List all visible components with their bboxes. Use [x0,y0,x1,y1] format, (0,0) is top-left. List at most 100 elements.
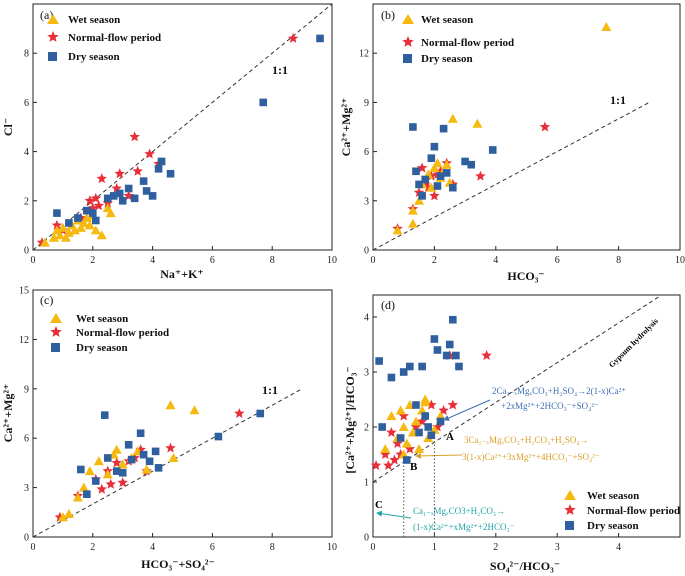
wet-point [111,444,122,454]
legend-dry-label: Dry season [68,51,120,63]
wet-point [90,225,101,235]
panel-a-ylabel: Cl⁻ [1,118,15,136]
dry-point [127,455,136,464]
point-a-label: A [446,431,454,443]
dry-point [442,351,451,360]
x-tick-label: 0 [371,255,376,266]
y-tick-label: 4 [364,313,369,324]
legend-wet-label: Wet season [68,14,120,26]
panel-c-xlabel: HCO₃⁻+SO₄²⁻ [141,557,215,571]
panel-d-label: (d) [381,298,395,312]
dry-point [139,177,148,185]
dry-point [91,216,100,225]
eq2-line1: 3Ca₁₋ₓMgₓCO₃+H₂CO₃+H₂SO₄→ [464,435,588,445]
panel-c: (c) 1:1 HCO₃⁻+SO₄²⁻ Ca²⁺+Mg²⁺ Wet season… [1,289,333,571]
dry-point [124,440,133,449]
dry-point [418,362,426,371]
wet-point [432,158,443,168]
wet-point [395,405,406,415]
eq2-arrow [415,452,463,459]
normal-point [96,483,107,494]
dry-point [89,209,97,217]
legend-normal-marker [564,504,576,515]
panel-d-ylabel: [Ca²⁺+Mg²⁺]/HCO₃⁻ [343,366,357,473]
panel-d-frame [372,294,681,538]
legend-normal-marker [47,31,59,42]
x-tick-label: 10 [327,255,337,266]
legend-dry-marker [565,521,574,530]
wet-point [414,444,425,453]
panel-c-frame [32,289,333,538]
dry-point [157,157,166,166]
legend-dry-label: Dry season [76,342,128,354]
panel-a-xlabel: Na⁺+K⁺ [160,267,204,281]
y-tick-label: 12 [19,335,29,346]
dry-point [259,98,268,107]
dry-point [124,184,133,193]
dry-point [452,351,460,360]
panel-a: (a) 1:1 Na⁺+K⁺ Cl⁻ Wet season Normal-flo… [1,3,333,281]
dry-point [154,165,163,173]
wet-point [63,227,74,237]
wet-point [54,230,65,240]
wet-point [407,218,418,228]
dry-point [418,192,426,200]
dry-point [103,194,112,203]
panel-a-plot: 0 2 4 6 8 10 0 2 4 6 8 [24,3,337,266]
panel-d-plot: 0 1 2 3 4 0 1 2 3 4 [364,294,662,553]
dry-point [455,362,463,371]
y-tick-label: 8 [24,49,29,60]
eq1-line2: +2xMg²⁺+2HCO₃⁻+SO₄²⁻ [501,401,599,411]
x-tick-label: 4 [150,542,155,553]
panel-d-annotations: 2Ca₁₋ₓMgₓCO₃+H₂SO₄→2(1-x)Ca²⁺ +2xMg²⁺+2H… [375,386,626,532]
legend-normal-label: Normal-flow period [68,32,161,44]
wet-point [472,118,483,128]
dry-point [430,335,439,343]
wet-point [401,438,412,448]
legend-normal-label: Normal-flow period [587,505,680,517]
dry-point [433,346,442,354]
dry-point [118,197,127,205]
x-tick-label: 0 [31,255,36,266]
dry-point [402,456,411,464]
panel-c-label: (c) [40,293,53,307]
panel-d: (d) SO₄²⁻/HCO₃⁻ [Ca²⁺+Mg²⁺]/HCO₃⁻ Gypsum… [343,294,681,573]
dry-point [91,477,100,485]
panel-b-ylabel: Ca²⁺+Mg²⁺ [339,98,353,157]
normal-point [102,197,113,208]
panel-b-legend: Wet season Normal-flow period Dry season [402,14,514,65]
dry-point [139,450,148,459]
wet-point [60,232,71,242]
legend-dry-marker [48,52,57,61]
dry-point [214,432,223,441]
dry-point [415,180,423,189]
y-tick-label: 1 [364,478,369,489]
wet-point [398,422,409,431]
dry-point [406,362,414,371]
x-tick-label: 3 [555,542,560,553]
wet-point [441,159,452,169]
x-tick-label: 2 [432,255,437,266]
x-tick-label: 0 [31,542,36,553]
dry-point [145,457,154,466]
dry-point [53,209,61,217]
dry-point [436,172,445,180]
wet-point [75,222,86,232]
normal-point [389,454,400,465]
x-tick-label: 6 [210,255,215,266]
normal-point [539,121,551,132]
x-tick-label: 6 [555,255,560,266]
y-tick-label: 15 [19,286,29,297]
dry-point [415,428,423,437]
legend-normal-label: Normal-flow period [421,37,514,49]
legend-dry-marker [51,343,60,352]
eq3-line1: Ca₁₋ₓMgₓCO3+H₂CO₃→ [413,506,505,516]
normal-point [105,478,116,489]
dry-point [461,157,469,166]
x-tick-label: 8 [270,255,275,266]
wet-point [189,405,200,415]
legend-wet-label: Wet season [421,14,473,26]
normal-point [386,427,397,437]
normal-point [447,399,459,410]
